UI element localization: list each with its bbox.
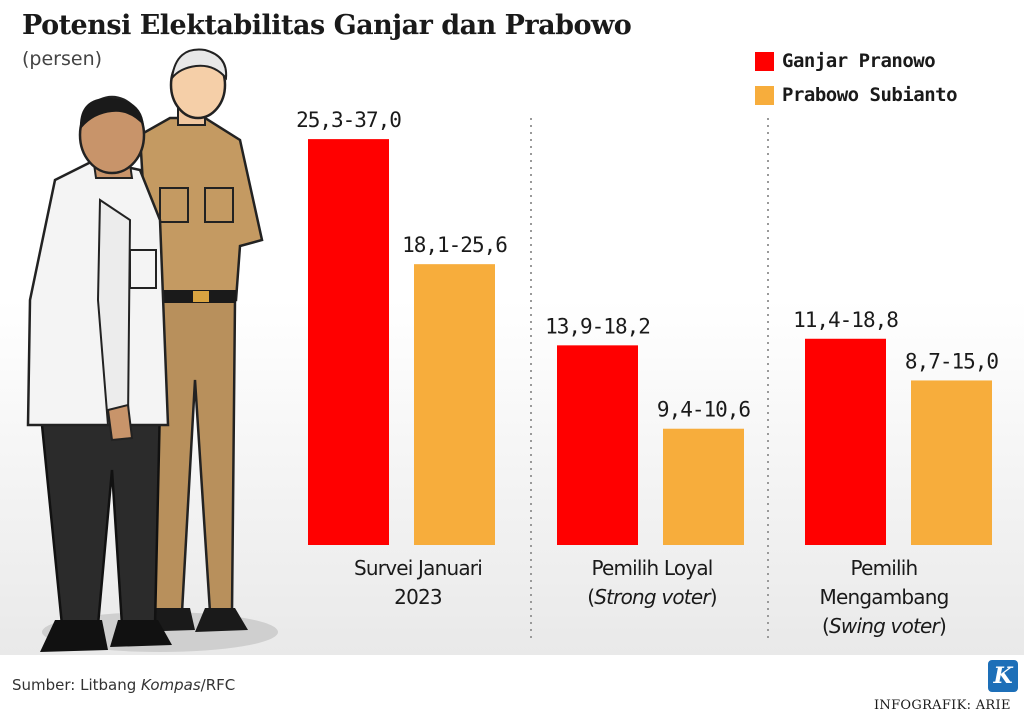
source-suffix: /RFC — [200, 676, 236, 694]
data-label-prabowo-1: 18,1-25,6 — [402, 233, 507, 257]
category-label-2-line-2: (Strong voter) — [587, 585, 717, 609]
category-label-3-line-3: (Swing voter) — [822, 614, 946, 638]
data-label-ganjar-1: 25,3-37,0 — [296, 108, 401, 132]
two-men-standing-illustration-icon — [26, 48, 278, 652]
data-label-ganjar-3: 11,4-18,8 — [793, 308, 898, 332]
data-label-prabowo-2: 9,4-10,6 — [657, 398, 751, 422]
category-label-3-line-1: Pemilih — [851, 556, 918, 580]
page-subtitle: (persen) — [22, 48, 103, 70]
legend: Ganjar Pranowo Prabowo Subianto — [755, 44, 958, 112]
legend-swatch-prabowo — [755, 85, 774, 105]
man-khaki-uniform — [132, 48, 264, 632]
bar-ganjar-2 — [557, 345, 638, 545]
category-label-3-line-2: Mengambang — [820, 585, 949, 609]
bar-chart: 25,3-37,0 13,9-18,2 11,4-18,8 18,1-25,6 9,4-… — [296, 108, 999, 640]
man-white-shirt — [26, 95, 172, 652]
legend-item-ganjar: Ganjar Pranowo — [755, 44, 957, 78]
data-label-ganjar-2: 13,9-18,2 — [545, 314, 650, 338]
bar-prabowo-3 — [911, 380, 992, 545]
kompas-logo-icon: K — [988, 660, 1018, 692]
page-title: Potensi Elektabilitas Ganjar dan Prabowo — [22, 10, 632, 41]
category-label-1-line-2: 2023 — [394, 585, 442, 609]
footer-background — [0, 655, 1024, 718]
legend-label-prabowo: Prabowo Subianto — [782, 84, 958, 106]
data-label-prabowo-3: 8,7-15,0 — [905, 349, 999, 373]
source-prefix: Sumber: Litbang — [12, 676, 142, 694]
category-label-2-line-1: Pemilih Loyal — [591, 556, 712, 580]
source-note: Sumber: Litbang Kompas/RFC — [12, 676, 235, 694]
legend-item-prabowo: Prabowo Subianto — [755, 78, 958, 112]
source-italic: Kompas — [141, 676, 201, 694]
legend-swatch-ganjar — [755, 51, 774, 71]
legend-label-ganjar: Ganjar Pranowo — [782, 50, 936, 72]
infographic-credit: INFOGRAFIK: ARIE — [874, 698, 1011, 713]
category-label-1-line-1: Survei Januari — [354, 556, 482, 580]
bar-ganjar-3 — [805, 338, 886, 545]
bar-prabowo-1 — [414, 264, 495, 545]
bar-ganjar-1 — [308, 139, 389, 546]
bar-prabowo-2 — [663, 428, 744, 545]
